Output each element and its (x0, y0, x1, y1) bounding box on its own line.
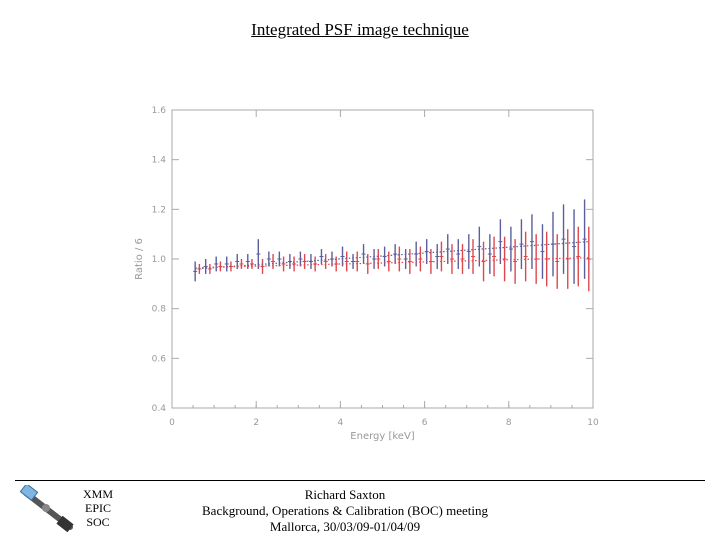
trend-line-blue (195, 241, 589, 270)
ratio-energy-chart: 0 2 4 6 8 10 0.4 0.6 0.8 1.0 1.2 1.4 1.6 Energy [keV]… (134, 106, 599, 442)
y-tick-label: 1.0 (152, 255, 167, 265)
y-tick-label: 1.4 (152, 156, 167, 166)
x-tick-label: 2 (253, 418, 259, 428)
y-tick-label: 0.6 (152, 354, 167, 364)
y-tick-label: 0.4 (152, 404, 167, 414)
x-tick-label: 6 (422, 418, 428, 428)
footer-credits: Richard Saxton Background, Operations & … (170, 487, 520, 535)
organization-label: XMM EPIC SOC (72, 487, 124, 529)
satellite-icon (19, 485, 74, 533)
org-line: EPIC (84, 501, 111, 515)
y-tick-label: 1.2 (152, 205, 166, 215)
meeting-venue: Mallorca, 30/03/09-01/04/09 (269, 519, 421, 534)
trend-line-red (195, 257, 589, 269)
y-axis-label: Ratio / 6 (134, 238, 145, 280)
footer-divider (15, 480, 705, 481)
x-axis-label: Energy [keV] (350, 431, 415, 442)
x-tick-label: 10 (587, 418, 599, 428)
plot-frame (171, 109, 594, 409)
x-tick-label: 8 (506, 418, 512, 428)
slide-title: Integrated PSF image technique (251, 20, 469, 39)
x-tick-label: 0 (169, 418, 175, 428)
org-line: XMM (82, 487, 113, 501)
author-name: Richard Saxton (304, 487, 386, 502)
org-line: SOC (86, 515, 110, 529)
y-tick-label: 0.8 (152, 305, 167, 315)
x-tick-label: 4 (338, 418, 344, 428)
meeting-name: Background, Operations & Calibration (BO… (202, 503, 488, 518)
y-tick-label: 1.6 (152, 106, 167, 116)
